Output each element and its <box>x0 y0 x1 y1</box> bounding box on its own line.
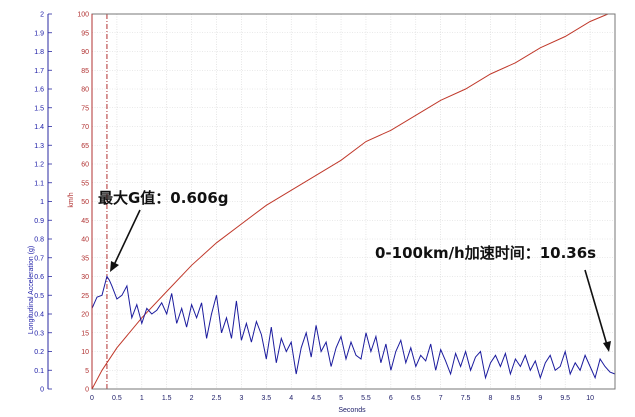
y-left-tick-label: 1.2 <box>34 162 44 169</box>
y-left-tick-label: 0.4 <box>34 312 44 319</box>
y-right-tick-label: 60 <box>81 162 89 169</box>
y-right-tick-label: 15 <box>81 330 89 337</box>
y-right-tick-label: 40 <box>81 237 89 244</box>
max-g-arrow <box>110 209 141 272</box>
x-tick-label: 10 <box>586 395 594 402</box>
x-tick-label: 1 <box>140 395 144 402</box>
x-tick-label: 6 <box>389 395 393 402</box>
y-left-tick-label: 2 <box>40 12 44 19</box>
x-tick-label: 5.5 <box>361 395 371 402</box>
y-left-tick-label: 1.5 <box>34 105 44 112</box>
y-left-tick-label: 0.2 <box>34 349 44 356</box>
x-tick-label: 9 <box>538 395 542 402</box>
x-tick-label: 0 <box>90 395 94 402</box>
x-tick-label: 6.5 <box>411 395 421 402</box>
y-right-tick-label: 0 <box>85 387 89 394</box>
y-left-tick-label: 0.6 <box>34 274 44 281</box>
x-tick-label: 8.5 <box>511 395 521 402</box>
y-right-tick-label: 20 <box>81 312 89 319</box>
y-right-tick-label: 75 <box>81 105 89 112</box>
max-g-annotation: 最大G值：0.606g <box>98 189 229 207</box>
y-left-tick-label: 1 <box>40 199 44 206</box>
y-right-tick-label: 70 <box>81 124 89 131</box>
y-left-tick-label: 0.1 <box>34 368 44 375</box>
y-right-tick-label: 55 <box>81 180 89 187</box>
y-right-tick-label: 45 <box>81 218 89 225</box>
x-tick-label: 7 <box>439 395 443 402</box>
x-tick-label: 4 <box>289 395 293 402</box>
y-left-tick-label: 1.1 <box>34 180 44 187</box>
x-tick-label: 2.5 <box>212 395 222 402</box>
x-tick-label: 7.5 <box>461 395 471 402</box>
x-tick-label: 5 <box>339 395 343 402</box>
y-right-tick-label: 85 <box>81 68 89 75</box>
y-right-tick-label: 10 <box>81 349 89 356</box>
x-tick-label: 3.5 <box>261 395 271 402</box>
x-axis-ticks: 0 0.5 1 1.5 2 2.5 3 3.5 4 4.5 5 5.5 6 6.5 7 7.5 8 8.5 9 9.5… <box>90 395 594 402</box>
speed-series-line <box>91 13 609 390</box>
x-tick-label: 3 <box>239 395 243 402</box>
y-left-tick-label: 0.8 <box>34 237 44 244</box>
y-left-tick-label: 1.3 <box>34 143 44 150</box>
y-right-tick-label: 80 <box>81 87 89 94</box>
x-tick-label: 9.5 <box>560 395 570 402</box>
acceleration-time-arrow <box>584 269 611 352</box>
y-right-tick-label: 30 <box>81 274 89 281</box>
left-axis-ticks: 0 0.1 0.2 0.3 0.4 0.5 0.6 0.7 0.8 0.9 1 1.1 1.2 1.3 1.… <box>34 12 52 394</box>
y-left-tick-label: 1.6 <box>34 87 44 94</box>
x-tick-label: 4.5 <box>311 395 321 402</box>
y-left-tick-label: 1.9 <box>34 30 44 37</box>
y-left-axis-label: Longitudinal Acceleration (g) <box>28 246 35 334</box>
y-left-tick-label: 1.7 <box>34 68 44 75</box>
acceleration-time-annotation: 0-100km/h加速时间：10.36s <box>375 244 596 262</box>
y-left-tick-label: 0 <box>40 387 44 394</box>
y-right-tick-label: 90 <box>81 49 89 56</box>
x-tick-label: 2 <box>190 395 194 402</box>
x-tick-label: 0.5 <box>112 395 122 402</box>
x-tick-label: 1.5 <box>162 395 172 402</box>
y-right-tick-label: 5 <box>85 368 89 375</box>
right-axis-ticks: 0 5 10 15 20 25 30 35 40 45 50 55 60 65 70 75 80 85 90 95 10… <box>77 12 89 394</box>
y-left-tick-label: 0.3 <box>34 330 44 337</box>
y-right-tick-label: 65 <box>81 143 89 150</box>
y-left-tick-label: 0.9 <box>34 218 44 225</box>
y-right-tick-label: 25 <box>81 293 89 300</box>
x-tick-label: 8 <box>489 395 493 402</box>
grid <box>91 13 615 390</box>
y-right-tick-label: 50 <box>81 199 89 206</box>
y-right-tick-label: 35 <box>81 255 89 262</box>
y-left-tick-label: 0.5 <box>34 293 44 300</box>
y-left-tick-label: 0.7 <box>34 255 44 262</box>
x-axis-label: Seconds <box>338 407 366 414</box>
y-left-tick-label: 1.8 <box>34 49 44 56</box>
y-right-tick-label: 95 <box>81 30 89 37</box>
y-right-tick-label: 100 <box>77 12 89 19</box>
acceleration-series-line <box>91 275 616 380</box>
y-left-tick-label: 1.4 <box>34 124 44 131</box>
y-right-axis-label: km/h <box>68 192 75 207</box>
